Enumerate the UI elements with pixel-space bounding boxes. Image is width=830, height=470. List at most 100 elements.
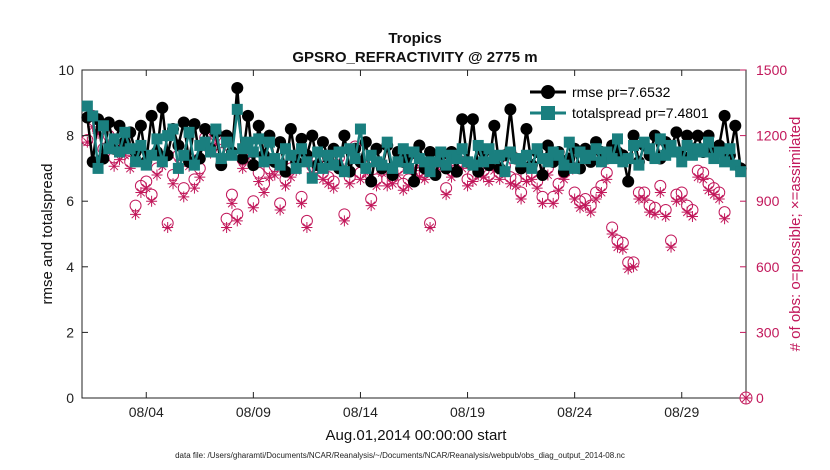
assimilated-point bbox=[140, 182, 152, 194]
assimilated-point bbox=[579, 200, 591, 212]
assimilated-point bbox=[590, 193, 602, 205]
assimilated-point bbox=[703, 184, 715, 196]
rmse-point bbox=[134, 119, 147, 132]
assimilated-point bbox=[226, 197, 238, 209]
assimilated-point bbox=[569, 193, 581, 205]
y-tick-label: 2 bbox=[66, 324, 74, 340]
rmse-point bbox=[536, 168, 549, 181]
assimilated-point bbox=[526, 173, 538, 185]
assimilated-point bbox=[510, 180, 522, 192]
x-axis-label: Aug.01,2014 00:00:00 start bbox=[326, 427, 508, 444]
totalspread-point bbox=[638, 136, 650, 148]
totalspread-point bbox=[365, 149, 377, 161]
assimilated-point bbox=[697, 173, 709, 185]
legend-rmse-label: rmse pr=7.6532 bbox=[572, 84, 671, 100]
assimilated-point bbox=[263, 171, 275, 183]
assimilated-point bbox=[660, 211, 672, 223]
totalspread-point bbox=[87, 110, 99, 122]
assimilated-point bbox=[531, 182, 543, 194]
assimilated-point bbox=[237, 162, 249, 174]
totalspread-point bbox=[124, 143, 136, 155]
assimilated-point bbox=[124, 162, 136, 174]
assimilated-point bbox=[670, 195, 682, 207]
totalspread-point bbox=[558, 159, 570, 171]
totalspread-point bbox=[585, 149, 597, 161]
totalspread-point bbox=[103, 143, 115, 155]
rmse-point bbox=[718, 109, 731, 122]
x-tick-label: 08/29 bbox=[664, 404, 699, 420]
assimilated-point bbox=[413, 171, 425, 183]
rmse-point bbox=[295, 132, 308, 145]
totalspread-point bbox=[670, 146, 682, 158]
totalspread-point bbox=[258, 156, 270, 168]
totalspread-point bbox=[403, 162, 415, 174]
assimilated-point bbox=[638, 193, 650, 205]
assimilated-point bbox=[231, 215, 243, 227]
rmse-point bbox=[231, 82, 244, 95]
assimilated-point bbox=[665, 241, 677, 253]
totalspread-point bbox=[113, 146, 125, 158]
x-tick-label: 08/19 bbox=[450, 404, 485, 420]
totalspread-point bbox=[654, 133, 666, 145]
totalspread-point bbox=[703, 136, 715, 148]
assimilated-point bbox=[628, 261, 640, 273]
totalspread-point bbox=[387, 162, 399, 174]
totalspread-point bbox=[429, 156, 441, 168]
totalspread-point bbox=[242, 136, 254, 148]
totalspread-point bbox=[312, 146, 324, 158]
assimilated-point bbox=[365, 200, 377, 212]
y-right-tick-label: 1500 bbox=[756, 62, 787, 78]
rmse-point bbox=[424, 146, 437, 158]
rmse-point bbox=[284, 123, 297, 136]
assimilated-point bbox=[644, 206, 656, 218]
assimilated-point bbox=[387, 178, 399, 190]
rmse-point bbox=[252, 119, 265, 132]
totalspread-point bbox=[247, 146, 259, 158]
assimilated-point bbox=[483, 176, 495, 188]
totalspread-point bbox=[644, 143, 656, 155]
x-tick-label: 08/04 bbox=[129, 404, 164, 420]
totalspread-point bbox=[285, 149, 297, 161]
assimilated-point bbox=[424, 221, 436, 233]
totalspread-point bbox=[130, 156, 142, 168]
rmse-point bbox=[627, 129, 640, 142]
totalspread-point bbox=[499, 166, 511, 178]
totalspread-point bbox=[628, 139, 640, 151]
assimilated-point bbox=[467, 176, 479, 188]
totalspread-point bbox=[697, 146, 709, 158]
series-totalspread bbox=[81, 100, 747, 184]
totalspread-point bbox=[419, 156, 431, 168]
totalspread-point bbox=[686, 149, 698, 161]
totalspread-point bbox=[226, 149, 238, 161]
totalspread-point bbox=[338, 166, 350, 178]
rmse-point bbox=[177, 116, 190, 129]
totalspread-point bbox=[81, 100, 93, 112]
totalspread-point bbox=[108, 133, 120, 145]
totalspread-point bbox=[435, 146, 447, 158]
rmse-point bbox=[247, 159, 260, 172]
y-axis-label: rmse and totalspread bbox=[39, 164, 56, 305]
totalspread-point bbox=[472, 139, 484, 151]
totalspread-point bbox=[665, 139, 677, 151]
legend-rmse-marker bbox=[541, 85, 555, 99]
rmse-point bbox=[729, 119, 742, 132]
assimilated-point bbox=[221, 221, 233, 233]
assimilated-point bbox=[92, 127, 104, 139]
assimilated-point bbox=[622, 263, 634, 275]
assimilated-point bbox=[601, 173, 613, 185]
totalspread-point bbox=[724, 143, 736, 155]
assimilated-point bbox=[713, 193, 725, 205]
totalspread-point bbox=[221, 136, 233, 148]
chart-title: Tropics bbox=[388, 30, 441, 47]
y-tick-label: 0 bbox=[66, 390, 74, 406]
rmse-point bbox=[488, 119, 501, 132]
assimilated-point bbox=[553, 184, 565, 196]
totalspread-point bbox=[237, 143, 249, 155]
y-axis-right-label: # of obs: o=possible; ×=assimilated bbox=[787, 117, 804, 352]
totalspread-point bbox=[381, 136, 393, 148]
totalspread-point bbox=[301, 156, 313, 168]
assimilated-point bbox=[258, 186, 270, 198]
assimilated-point bbox=[162, 221, 174, 233]
assimilated-point bbox=[403, 180, 415, 192]
rmse-point bbox=[338, 129, 351, 142]
